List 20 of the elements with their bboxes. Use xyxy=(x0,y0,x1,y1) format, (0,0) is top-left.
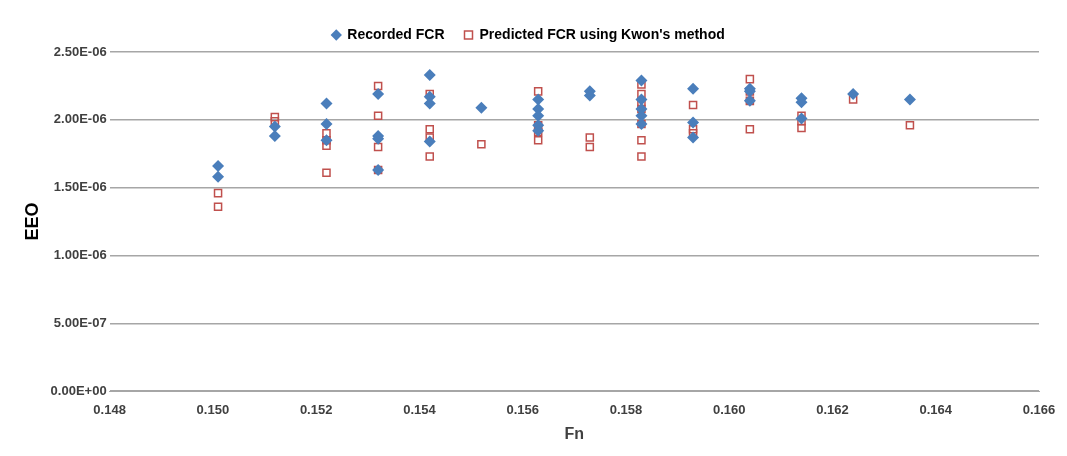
y-axis-title: EEO xyxy=(21,202,42,241)
legend-label: Recorded FCR xyxy=(347,25,445,42)
x-tick-label: 0.148 xyxy=(93,401,126,417)
y-tick-label: 1.50E-06 xyxy=(53,179,107,195)
x-tick-label: 0.162 xyxy=(816,401,849,417)
x-tick-label: 0.156 xyxy=(506,401,539,417)
y-tick-label: 2.00E-06 xyxy=(53,111,107,127)
x-tick-label: 0.164 xyxy=(919,401,953,417)
x-tick-label: 0.152 xyxy=(299,401,333,417)
legend-label: Predicted FCR using Kwon's method xyxy=(479,25,725,42)
x-tick-label: 0.158 xyxy=(609,401,643,417)
y-tick-label: 5.00E-07 xyxy=(53,314,107,330)
y-tick-label: 2.50E-06 xyxy=(53,43,107,59)
x-tick-label: 0.166 xyxy=(1022,401,1056,417)
x-tick-label: 0.160 xyxy=(712,401,746,417)
x-axis-title: Fn xyxy=(564,424,585,442)
y-tick-label: 1.00E-06 xyxy=(53,247,107,263)
x-tick-label: 0.150 xyxy=(196,401,230,417)
y-tick-label: 0.00E+00 xyxy=(50,382,107,398)
x-tick-label: 0.154 xyxy=(403,401,437,417)
